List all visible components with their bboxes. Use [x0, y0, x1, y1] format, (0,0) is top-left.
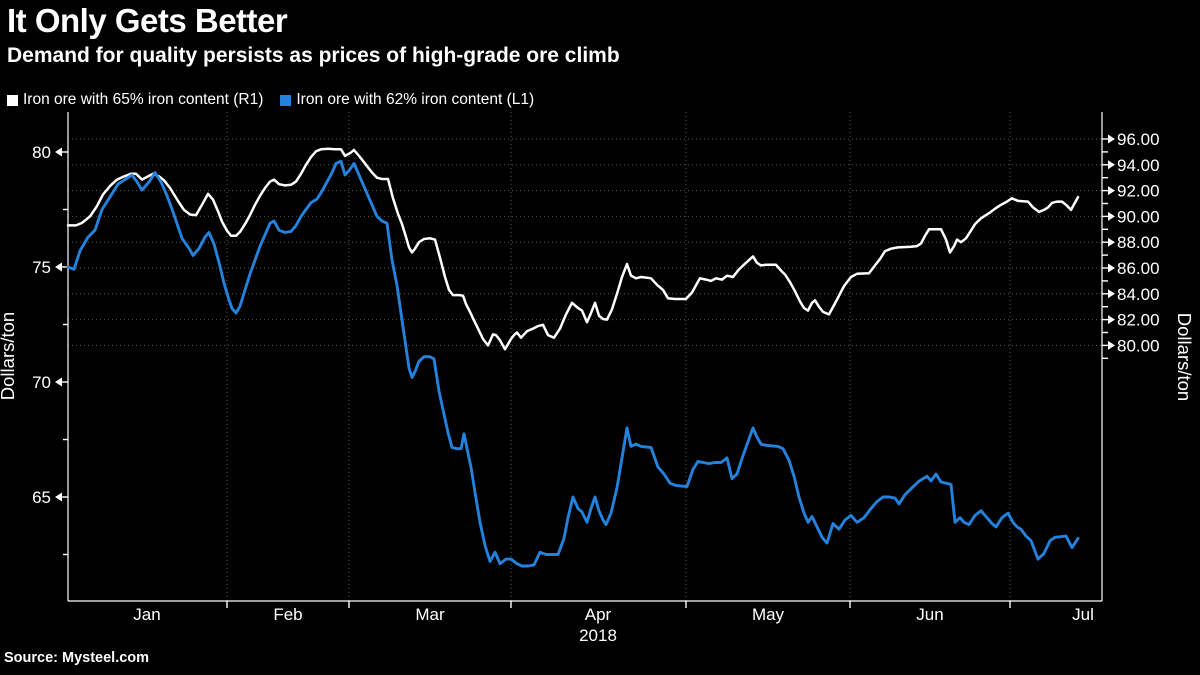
legend-label-65pct: Iron ore with 65% iron content (R1) [23, 91, 264, 108]
svg-text:Dollars/ton: Dollars/ton [1174, 313, 1195, 401]
chart-title: It Only Gets Better [7, 2, 288, 39]
svg-text:Dollars/ton: Dollars/ton [0, 312, 18, 400]
svg-text:90.00: 90.00 [1117, 207, 1160, 226]
source-text: Source: Mysteel.com [4, 650, 150, 666]
chart-subtitle: Demand for quality persists as prices of… [7, 44, 620, 67]
svg-text:94.00: 94.00 [1117, 156, 1160, 175]
svg-text:96.00: 96.00 [1117, 130, 1160, 149]
svg-text:92.00: 92.00 [1117, 182, 1160, 201]
svg-text:Jun: Jun [916, 605, 943, 624]
svg-text:86.00: 86.00 [1117, 259, 1160, 278]
legend-swatch-white-icon [7, 94, 18, 106]
svg-text:Jan: Jan [133, 605, 160, 624]
svg-text:88.00: 88.00 [1117, 233, 1160, 252]
legend-item-62pct-ore: Iron ore with 62% iron content (L1) [280, 91, 534, 109]
legend-label-62pct: Iron ore with 62% iron content (L1) [296, 91, 535, 108]
legend: Iron ore with 65% iron content (R1) Iron… [7, 91, 534, 109]
legend-swatch-blue-icon [280, 94, 292, 106]
svg-text:Apr: Apr [585, 605, 612, 624]
svg-text:2018: 2018 [579, 626, 617, 645]
svg-text:65: 65 [32, 488, 51, 507]
svg-text:May: May [752, 605, 785, 624]
svg-text:Mar: Mar [415, 605, 445, 624]
svg-text:70: 70 [32, 373, 51, 392]
legend-item-65pct-ore: Iron ore with 65% iron content (R1) [7, 91, 263, 109]
svg-text:82.00: 82.00 [1117, 311, 1160, 330]
svg-text:80.00: 80.00 [1117, 336, 1160, 355]
svg-text:Jul: Jul [1072, 605, 1094, 624]
svg-text:75: 75 [32, 258, 51, 277]
svg-text:Feb: Feb [273, 605, 302, 624]
svg-text:80: 80 [32, 143, 51, 162]
svg-text:84.00: 84.00 [1117, 285, 1160, 304]
